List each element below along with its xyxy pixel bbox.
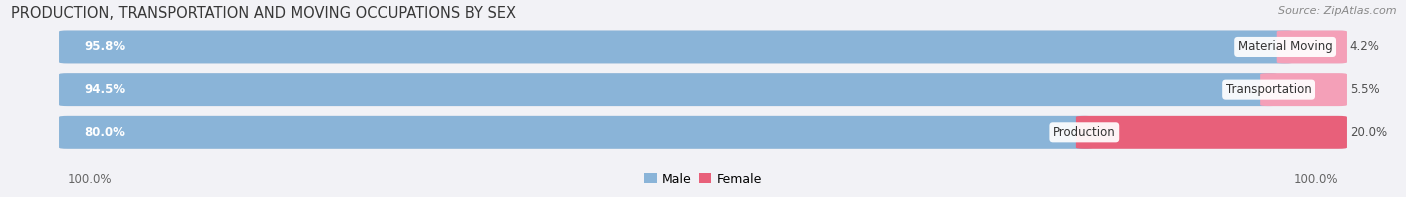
Text: PRODUCTION, TRANSPORTATION AND MOVING OCCUPATIONS BY SEX: PRODUCTION, TRANSPORTATION AND MOVING OC… [11, 6, 516, 21]
Text: 94.5%: 94.5% [84, 83, 125, 96]
FancyBboxPatch shape [59, 31, 1347, 63]
FancyBboxPatch shape [59, 73, 1347, 106]
FancyBboxPatch shape [59, 116, 1347, 149]
Text: 4.2%: 4.2% [1350, 40, 1379, 53]
FancyBboxPatch shape [59, 116, 1092, 149]
Text: Transportation: Transportation [1226, 83, 1312, 96]
Text: Source: ZipAtlas.com: Source: ZipAtlas.com [1278, 6, 1396, 16]
Legend: Male, Female: Male, Female [640, 168, 766, 191]
Text: 100.0%: 100.0% [67, 173, 112, 186]
FancyBboxPatch shape [59, 73, 1277, 106]
Text: Production: Production [1053, 126, 1116, 139]
Text: 100.0%: 100.0% [1294, 173, 1339, 186]
FancyBboxPatch shape [1277, 31, 1347, 63]
FancyBboxPatch shape [1260, 73, 1347, 106]
FancyBboxPatch shape [1076, 116, 1347, 149]
Text: 5.5%: 5.5% [1350, 83, 1379, 96]
Text: 95.8%: 95.8% [84, 40, 125, 53]
Text: 20.0%: 20.0% [1350, 126, 1386, 139]
Text: Material Moving: Material Moving [1237, 40, 1333, 53]
FancyBboxPatch shape [59, 31, 1294, 63]
Text: 80.0%: 80.0% [84, 126, 125, 139]
